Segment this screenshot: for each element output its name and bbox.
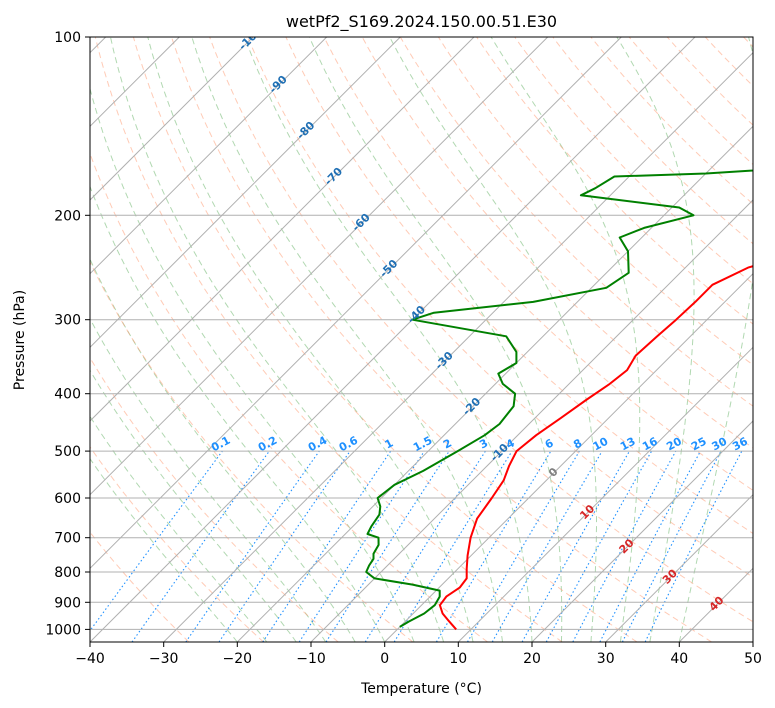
mixing-ratio-line bbox=[572, 450, 677, 642]
plot-area: 0.1 0.2 0.4 0.6 1 1.5 2 3 4 6 8 10 13 16 20 25 30 36-100-… bbox=[90, 37, 753, 642]
x-tick-label: −20 bbox=[223, 651, 253, 667]
dry-adiabat-line bbox=[247, 37, 753, 578]
mixing-ratio-label: 16 bbox=[640, 435, 660, 454]
moist-adiabat-line bbox=[389, 37, 597, 642]
mixing-ratio-line bbox=[90, 450, 223, 632]
dry-adiabat-line bbox=[476, 37, 753, 325]
mixing-ratio-label: 30 bbox=[710, 435, 730, 454]
x-axis-title: Temperature (°C) bbox=[360, 681, 482, 697]
isotherm-line bbox=[236, 125, 753, 642]
isotherm-line bbox=[90, 37, 622, 570]
plot-frame bbox=[89, 36, 754, 643]
moist-adiabat-line bbox=[90, 317, 327, 642]
mixing-ratio-line bbox=[298, 450, 425, 642]
isotherm-line bbox=[90, 37, 475, 422]
isotherm-line bbox=[90, 37, 401, 349]
x-tick-label: 50 bbox=[744, 651, 762, 667]
mixing-ratio-line bbox=[262, 450, 392, 642]
x-tick-label: −40 bbox=[75, 651, 105, 667]
x-tick-label: −10 bbox=[296, 651, 326, 667]
x-tick-label: 0 bbox=[380, 651, 389, 667]
dewpoint-line bbox=[365, 169, 753, 628]
isotherm-line bbox=[90, 37, 696, 642]
moist-adiabat-line bbox=[90, 185, 386, 642]
isotherm-line bbox=[384, 272, 753, 642]
dry-adiabat-line bbox=[132, 37, 638, 642]
y-tick-label: 300 bbox=[54, 313, 81, 329]
mixing-ratio-line bbox=[644, 450, 743, 642]
x-tick-label: 20 bbox=[523, 651, 541, 667]
moist-adiabat-line bbox=[308, 37, 563, 642]
mixing-ratio-label: 25 bbox=[689, 435, 709, 454]
moist-adiabat-line bbox=[490, 37, 641, 642]
x-tick-label: −30 bbox=[149, 651, 179, 667]
mixing-ratio-label: 13 bbox=[618, 435, 638, 454]
dry-adiabat-line bbox=[209, 37, 753, 623]
mixing-ratio-label: 36 bbox=[730, 435, 750, 454]
x-tick-label: 30 bbox=[597, 651, 615, 667]
mixing-ratio-label: 10 bbox=[591, 435, 611, 454]
dry-adiabat-line bbox=[90, 446, 264, 642]
y-tick-label: 500 bbox=[54, 444, 81, 460]
sounding-series bbox=[365, 169, 753, 631]
y-tick-label: 600 bbox=[54, 491, 81, 507]
isotherm-line bbox=[457, 346, 753, 642]
moist-adiabat-line bbox=[90, 369, 297, 642]
x-tick-label: 40 bbox=[670, 651, 688, 667]
x-axis-ticks: −40 −30 −20 −10 0 10 20 30 40 50 bbox=[75, 642, 762, 667]
isotherm-line bbox=[90, 37, 549, 496]
mixing-ratio-line bbox=[545, 450, 653, 642]
y-axis-title: Pressure (hPa) bbox=[12, 290, 28, 390]
y-tick-label: 900 bbox=[54, 595, 81, 611]
mixing-ratio-line bbox=[521, 450, 630, 642]
temperature-line bbox=[438, 265, 753, 631]
y-tick-label: 1000 bbox=[45, 622, 81, 638]
mixing-ratio-line bbox=[131, 450, 270, 642]
moist-adiabat-line bbox=[244, 37, 533, 642]
mixing-ratio-line bbox=[185, 450, 320, 642]
dry-adiabat-line bbox=[94, 37, 563, 642]
isotherm-line bbox=[605, 493, 753, 642]
y-tick-label: 100 bbox=[54, 30, 81, 46]
isotherm-line bbox=[90, 37, 328, 275]
dry-adiabat-line bbox=[399, 37, 753, 407]
line-labels: 0.1 0.2 0.4 0.6 1 1.5 2 3 4 6 8 10 13 16 20 25 30 36-100-… bbox=[209, 37, 750, 614]
moist-adiabat-line bbox=[678, 37, 753, 642]
x-tick-label: 10 bbox=[449, 651, 467, 667]
moist-adiabat-line bbox=[191, 37, 503, 642]
moist-adiabats bbox=[90, 37, 753, 642]
moist-adiabat-line bbox=[109, 37, 445, 642]
moist-adiabat-line bbox=[147, 37, 474, 642]
isotherm-line bbox=[163, 51, 753, 642]
isotherm-line bbox=[310, 199, 753, 642]
isotherm-line bbox=[90, 37, 254, 201]
isotherms bbox=[90, 37, 753, 642]
mixing-ratio-label: 20 bbox=[664, 435, 684, 454]
dry-adiabat-line bbox=[323, 37, 753, 491]
mixing-ratio-line bbox=[393, 450, 513, 642]
chart-title: wetPf2_S169.2024.150.00.51.E30 bbox=[286, 12, 557, 32]
y-tick-label: 400 bbox=[54, 387, 81, 403]
y-tick-label: 800 bbox=[54, 565, 81, 581]
pressure-grid bbox=[90, 37, 753, 630]
isotherm-line bbox=[531, 420, 753, 642]
dry-adiabat-line bbox=[628, 37, 753, 166]
y-axis-ticks: 100 200 300 400 500 600 700 800 900 1000 bbox=[45, 30, 90, 638]
moist-adiabat-line bbox=[90, 257, 356, 642]
moist-adiabat-line bbox=[90, 457, 238, 642]
y-tick-label: 700 bbox=[54, 531, 81, 547]
mixing-ratio-lines bbox=[90, 450, 743, 642]
mixing-ratio-line bbox=[218, 450, 351, 642]
dry-adiabat-line bbox=[514, 37, 753, 285]
dry-adiabats bbox=[90, 37, 753, 642]
moist-adiabat-line bbox=[90, 415, 268, 642]
mixing-ratio-line bbox=[325, 450, 450, 642]
dry-adiabat-line bbox=[90, 260, 414, 642]
y-tick-label: 200 bbox=[54, 208, 81, 224]
moist-adiabat-line bbox=[616, 37, 695, 642]
